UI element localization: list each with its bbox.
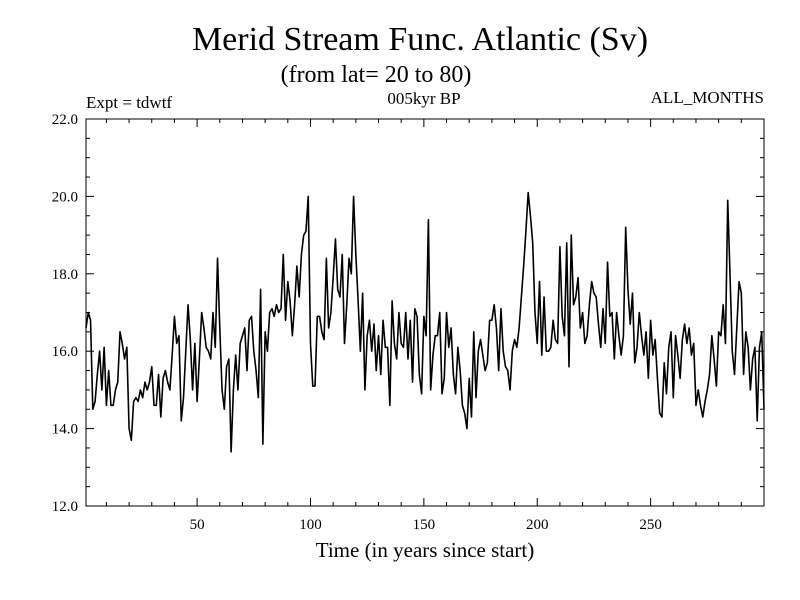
chart-title: Merid Stream Func. Atlantic (Sv) <box>192 21 648 58</box>
x-axis: 50 100 150 200 250 <box>105 119 765 533</box>
x-axis-label: Time (in years since start) <box>316 538 535 562</box>
x-tick-label: 50 <box>190 517 205 533</box>
y-tick-label: 20.0 <box>52 189 78 205</box>
y-tick-label: 16.0 <box>52 344 78 360</box>
period-label: 005kyr BP <box>387 89 460 108</box>
y-axis: 12.0 14.0 16.0 18.0 20.0 22.0 <box>52 112 764 515</box>
x-tick-label: 150 <box>413 517 436 533</box>
series-line <box>85 191 765 453</box>
y-tick-label: 18.0 <box>52 267 78 283</box>
months-label: ALL_MONTHS <box>651 88 764 107</box>
x-tick-label: 200 <box>526 517 549 533</box>
y-tick-label: 14.0 <box>52 422 78 438</box>
x-tick-label: 100 <box>299 517 322 533</box>
expt-label: Expt = tdwtf <box>86 93 172 112</box>
x-tick-label: 250 <box>639 517 662 533</box>
chart-subtitle: (from lat= 20 to 80) <box>281 62 472 88</box>
y-tick-label: 22.0 <box>52 112 78 128</box>
y-tick-label: 12.0 <box>52 499 78 515</box>
